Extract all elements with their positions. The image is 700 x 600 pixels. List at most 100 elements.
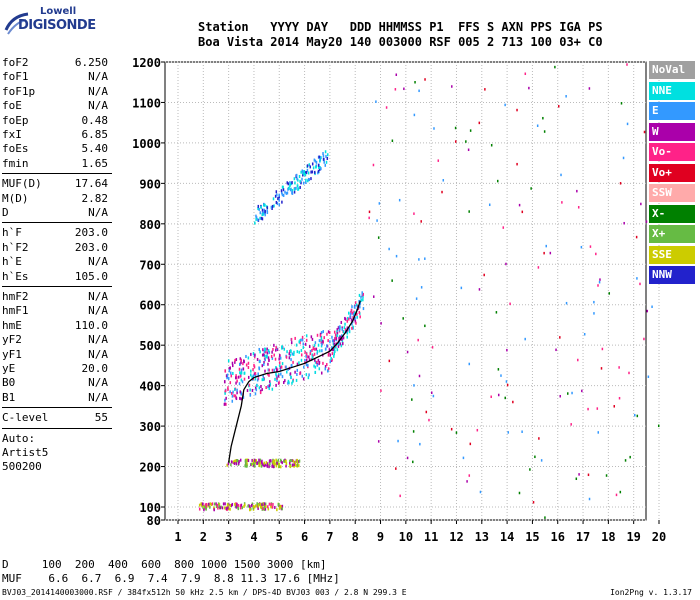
echo-point	[293, 350, 295, 354]
echo-point	[261, 504, 263, 508]
echo-point	[284, 190, 286, 194]
noise-point	[466, 480, 468, 483]
echo-point	[275, 200, 278, 204]
param-value: 20.0	[81, 362, 109, 375]
noise-point	[376, 219, 378, 222]
param-name: Artist5	[2, 446, 49, 459]
echo-point	[230, 503, 233, 507]
echo-point	[251, 375, 253, 379]
echo-point	[267, 372, 269, 376]
echo-point	[269, 380, 271, 384]
echo-point	[296, 350, 299, 354]
echo-point	[267, 349, 270, 353]
echo-point	[309, 165, 312, 169]
echo-point	[306, 355, 308, 359]
echo-point	[250, 503, 253, 507]
echo-point	[347, 316, 349, 320]
echo-point	[338, 337, 340, 341]
noise-point	[502, 226, 505, 229]
echo-point	[311, 348, 313, 352]
echo-point	[234, 376, 237, 380]
echo-point	[328, 351, 330, 355]
echo-point	[301, 338, 304, 342]
y-tick-label: 1100	[132, 96, 161, 110]
header-line-1: Station YYYY DAY DDD HHMMSS P1 FFS S AXN…	[198, 20, 603, 34]
echo-point	[253, 505, 256, 509]
echo-point	[354, 319, 357, 323]
param-value: 55	[94, 411, 108, 425]
echo-point	[289, 349, 291, 353]
noise-point	[628, 371, 630, 375]
noise-point	[545, 244, 547, 248]
echo-point	[306, 168, 309, 172]
param-value: N/A	[88, 70, 108, 84]
echo-point	[304, 342, 307, 346]
echo-point	[343, 326, 346, 330]
echo-point	[247, 504, 249, 508]
y-tick-label: 1000	[132, 137, 161, 151]
noise-point	[469, 442, 472, 446]
echo-point	[265, 385, 267, 389]
echo-point	[242, 362, 244, 366]
echo-point	[296, 177, 298, 181]
echo-point	[288, 352, 291, 356]
echo-point	[307, 376, 310, 380]
echo-point	[249, 388, 251, 392]
echo-point	[232, 371, 234, 375]
echo-point	[252, 368, 254, 372]
noise-point	[598, 280, 601, 284]
echo-point	[316, 333, 319, 337]
echo-point	[314, 358, 316, 362]
echo-point	[239, 372, 242, 376]
param-value: N/A	[88, 255, 108, 269]
echo-point	[242, 395, 245, 399]
echo-point	[267, 385, 269, 389]
param-name: M(D)	[2, 191, 29, 205]
param-name: D	[2, 206, 9, 219]
param-separator	[2, 407, 112, 409]
echo-point	[235, 358, 238, 362]
noise-point	[413, 384, 415, 387]
echo-point	[314, 341, 317, 345]
y-tick-label: 800	[139, 218, 161, 232]
echo-point	[241, 380, 244, 384]
echo-point	[313, 170, 316, 174]
x-tick-label: 9	[377, 530, 384, 544]
echo-point	[249, 393, 252, 397]
noise-point	[518, 491, 521, 495]
echo-point	[263, 203, 265, 207]
echo-point	[240, 360, 242, 364]
param-value: 110.0	[74, 318, 108, 332]
noise-point	[657, 424, 660, 428]
logo-swoosh-icon	[4, 12, 29, 35]
echo-point	[225, 396, 227, 400]
noise-point	[437, 159, 440, 162]
echo-point	[204, 503, 207, 507]
echo-point	[239, 362, 241, 366]
echo-point	[359, 301, 362, 305]
echo-point	[255, 388, 258, 392]
echo-point	[266, 211, 269, 215]
noise-point	[462, 456, 465, 460]
echo-point	[305, 363, 308, 367]
echo-point	[308, 358, 311, 362]
noise-point	[465, 140, 467, 143]
x-tick-label: 20	[652, 530, 666, 544]
echo-point	[308, 163, 311, 167]
echo-point	[276, 378, 278, 382]
echo-point	[305, 352, 308, 356]
echo-point	[264, 213, 266, 217]
echo-point	[294, 181, 296, 185]
echo-point	[305, 178, 307, 182]
echo-point	[279, 465, 282, 469]
echo-point	[316, 351, 318, 355]
y-tick-label: 100	[139, 501, 161, 515]
noise-point	[521, 210, 524, 214]
echo-point	[273, 353, 275, 357]
echo-point	[307, 171, 310, 175]
x-tick-label: 2	[200, 530, 207, 544]
echo-point	[275, 346, 277, 350]
param-name: fmin	[2, 156, 29, 170]
param-row: yF2 N/A	[2, 333, 108, 347]
noise-point	[619, 182, 622, 185]
